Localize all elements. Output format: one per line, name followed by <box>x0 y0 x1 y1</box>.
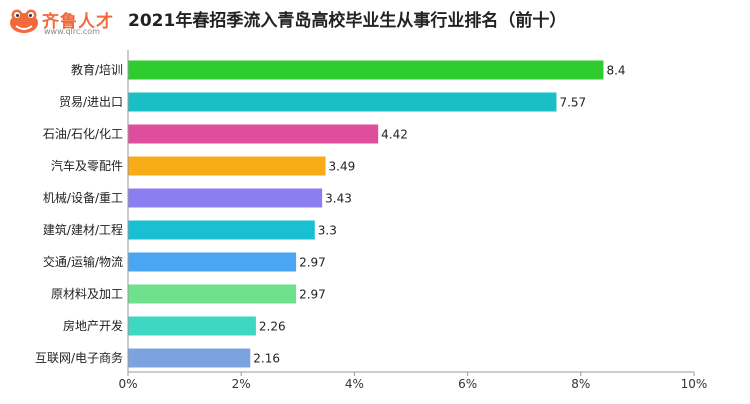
data-label: 3.3 <box>318 224 337 238</box>
data-label: 2.16 <box>253 352 280 366</box>
frog-logo-icon <box>10 9 38 33</box>
data-label: 8.4 <box>606 64 625 78</box>
category-label: 教育/培训 <box>71 62 123 77</box>
x-tick-label: 4% <box>345 377 364 391</box>
data-label: 2.97 <box>299 256 326 270</box>
bar <box>128 220 315 240</box>
category-label: 交通/运输/物流 <box>43 254 123 269</box>
x-tick-label: 10% <box>681 377 708 391</box>
data-label: 3.43 <box>325 192 352 206</box>
logo: 齐鲁人才 www.qlrc.com <box>8 5 126 41</box>
category-label: 房地产开发 <box>63 318 123 333</box>
data-label: 7.57 <box>559 96 586 110</box>
category-label: 汽车及零配件 <box>51 158 123 173</box>
bar <box>128 124 379 144</box>
category-label: 互联网/电子商务 <box>35 350 123 365</box>
data-label: 3.49 <box>329 160 356 174</box>
category-label: 建筑/建材/工程 <box>43 222 123 237</box>
bar <box>128 348 251 368</box>
category-label: 原材料及加工 <box>51 287 123 301</box>
bar <box>128 284 297 304</box>
chart-title: 2021年春招季流入青岛高校毕业生从事行业排名（前十） <box>128 11 567 31</box>
bar <box>128 156 326 176</box>
bar <box>128 188 323 208</box>
bar <box>128 92 557 112</box>
data-label: 2.26 <box>259 320 286 334</box>
x-tick-label: 8% <box>571 377 590 391</box>
x-tick-label: 6% <box>458 377 477 391</box>
x-tick-label: 0% <box>118 377 137 391</box>
data-label: 4.42 <box>381 128 408 142</box>
x-tick-label: 2% <box>232 377 251 391</box>
bar <box>128 60 604 80</box>
data-label: 2.97 <box>299 288 326 302</box>
logo-url: www.qlrc.com <box>44 27 100 36</box>
logo-text: 齐鲁人才 <box>42 12 114 32</box>
bar <box>128 316 256 336</box>
category-label: 机械/设备/重工 <box>43 190 123 205</box>
category-label: 石油/石化/化工 <box>43 127 123 141</box>
bar <box>128 252 297 272</box>
category-label: 贸易/进出口 <box>59 95 123 109</box>
